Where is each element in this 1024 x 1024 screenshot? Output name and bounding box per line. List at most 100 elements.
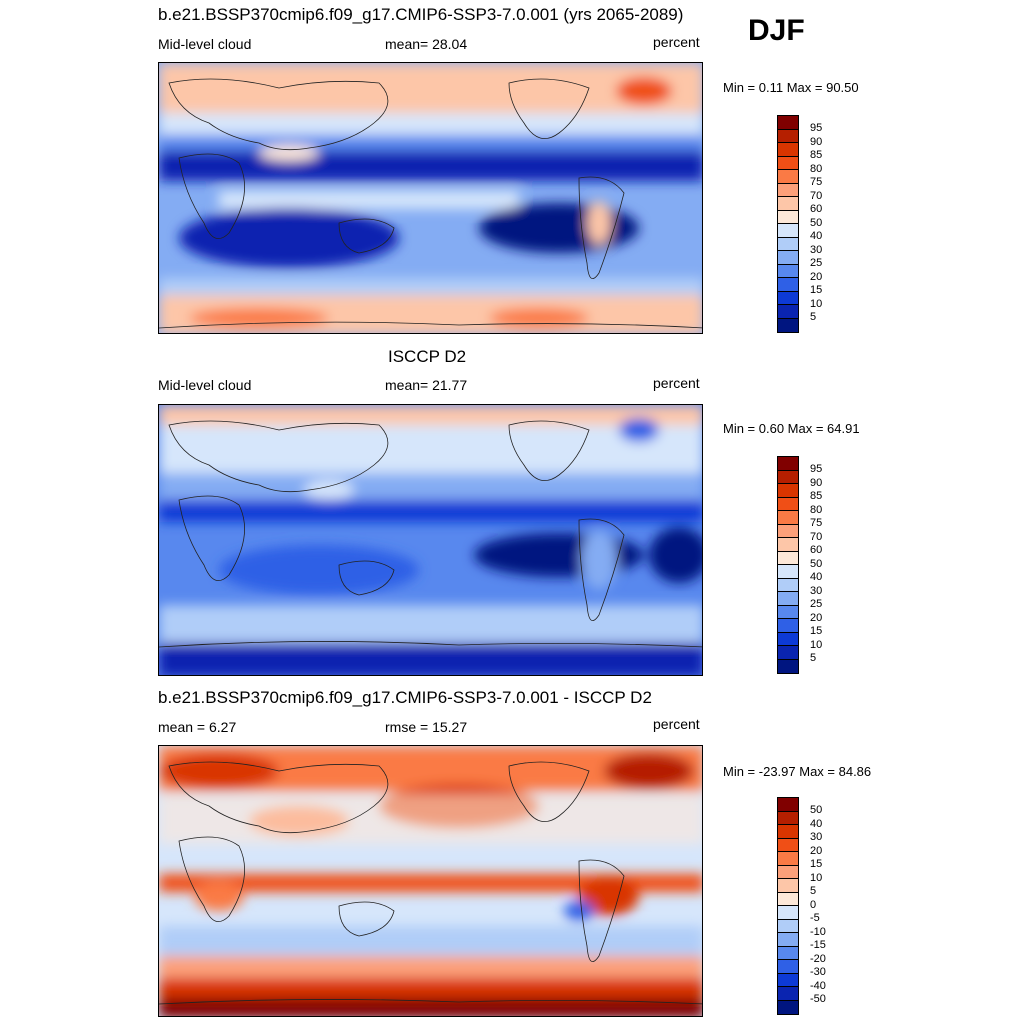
colorbar-tick-label: -40 [810,979,826,992]
colorbar-cell [778,116,798,130]
colorbar-tick-label: 95 [810,463,823,475]
colorbar-cell [778,825,798,839]
colorbar-cell [778,865,798,879]
colorbar-cell [778,879,798,893]
colorbar-tick-label: 90 [810,135,823,148]
season-label: DJF [748,14,805,47]
colorbar-tick-label: -5 [810,912,820,924]
colorbar-cell [778,659,798,673]
colorbar-tick-label: 50 [810,557,823,570]
colorbar-cell [778,251,798,265]
colorbar-tick-label: -10 [810,925,826,938]
panel2-colorbar [777,456,799,674]
panel3-rmse-label: rmse = 15.27 [385,719,468,735]
panel3-mean-label: mean = 6.27 [158,719,237,735]
colorbar-tick-label: 30 [810,243,823,256]
colorbar-cell [778,578,798,592]
colorbar-cell [778,484,798,498]
panel2-map [158,404,703,676]
colorbar-tick-label: 75 [810,517,823,529]
colorbar-cell [778,605,798,619]
colorbar-cell [778,170,798,184]
colorbar-cell [778,960,798,974]
colorbar-cell [778,987,798,1001]
colorbar-tick-label: 70 [810,530,823,543]
colorbar-tick-label: 20 [810,844,823,857]
colorbar-cell [778,933,798,947]
colorbar-tick-label: 0 [810,898,817,911]
colorbar-cell [778,838,798,852]
colorbar-cell [778,852,798,866]
colorbar-cell [778,524,798,538]
colorbar-tick-label: 15 [810,858,823,870]
colorbar-cell [778,143,798,157]
colorbar-cell [778,237,798,251]
panel1-variable-label: Mid-level cloud [158,36,252,52]
panel2-units-label: percent [653,375,700,391]
colorbar-tick-label: 80 [810,503,823,516]
colorbar-cell [778,1000,798,1014]
colorbar-tick-label: 40 [810,817,823,830]
colorbar-cell [778,129,798,143]
colorbar-cell [778,592,798,606]
colorbar-tick-label: 50 [810,804,823,816]
colorbar-tick-label: 15 [810,625,823,637]
panel1-map [158,62,703,334]
colorbar-cell [778,318,798,332]
colorbar-cell [778,892,798,906]
colorbar-cell [778,551,798,565]
panel3-title: b.e21.BSSP370cmip6.f09_g17.CMIP6-SSP3-7.… [158,688,652,707]
colorbar-cell [778,264,798,278]
colorbar-tick-label: 30 [810,831,823,843]
panel1-minmax: Min = 0.11 Max = 90.50 [723,80,859,95]
colorbar-tick-label: 90 [810,476,823,489]
colorbar-cell [778,906,798,920]
colorbar-tick-label: 5 [810,652,817,664]
colorbar-cell [778,470,798,484]
colorbar-tick-label: 25 [810,598,823,610]
panel3-map [158,745,703,1017]
panel1-title: b.e21.BSSP370cmip6.f09_g17.CMIP6-SSP3-7.… [158,5,684,24]
colorbar-tick-label: 85 [810,149,823,161]
colorbar-tick-label: 70 [810,189,823,202]
colorbar-tick-label: 10 [810,297,823,310]
colorbar-cell [778,291,798,305]
colorbar-cell [778,646,798,660]
panel2-minmax: Min = 0.60 Max = 64.91 [723,421,860,436]
colorbar-cell [778,798,798,812]
colorbar-tick-label: 25 [810,257,823,269]
colorbar-tick-label: -15 [810,939,826,951]
colorbar-tick-label: 80 [810,162,823,175]
colorbar-cell [778,565,798,579]
colorbar-tick-label: -50 [810,993,826,1005]
colorbar-cell [778,197,798,211]
colorbar-tick-label: 15 [810,284,823,296]
colorbar-tick-label: 5 [810,311,817,323]
colorbar-cell [778,210,798,224]
panel2-variable-label: Mid-level cloud [158,377,252,393]
colorbar-cell [778,973,798,987]
colorbar-tick-label: 40 [810,571,823,583]
panel3-units-label: percent [653,716,700,732]
colorbar-cell [778,511,798,525]
colorbar-cell [778,156,798,170]
colorbar-tick-label: 10 [810,638,823,651]
colorbar-cell [778,305,798,319]
colorbar-cell [778,183,798,197]
panel3-minmax: Min = -23.97 Max = 84.86 [723,764,872,779]
colorbar-tick-label: 5 [810,885,817,897]
colorbar-tick-label: -30 [810,966,826,978]
panel1-colorbar [777,115,799,333]
colorbar-cell [778,278,798,292]
colorbar-tick-label: 85 [810,490,823,502]
colorbar-tick-label: 95 [810,122,823,134]
colorbar-cell [778,946,798,960]
colorbar-cell [778,457,798,471]
colorbar-cell [778,224,798,238]
panel2-title: ISCCP D2 [388,347,467,366]
colorbar-tick-label: 60 [810,544,823,556]
colorbar-tick-label: 40 [810,230,823,242]
colorbar-cell [778,632,798,646]
colorbar-cell [778,919,798,933]
colorbar-tick-label: 30 [810,584,823,597]
